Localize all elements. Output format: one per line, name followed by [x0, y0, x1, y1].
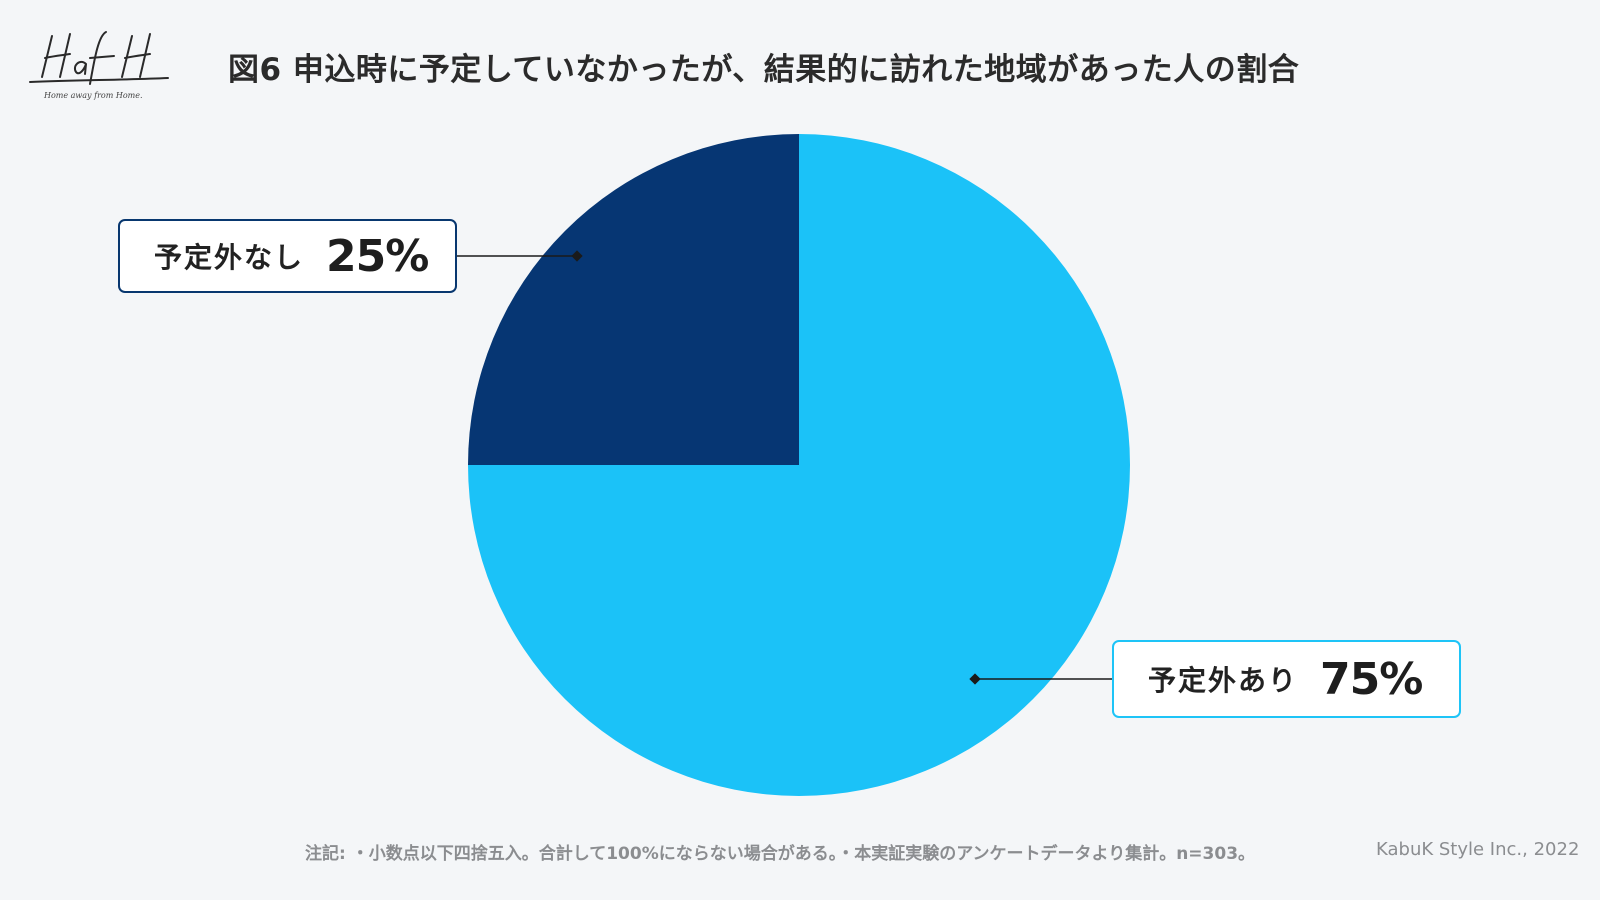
callout-unplanned: 予定外あり 75%	[1112, 640, 1461, 718]
pie-slice-no-unplanned	[468, 134, 799, 465]
leader-marker	[571, 250, 583, 262]
logo-tagline: Home away from Home.	[43, 91, 143, 100]
slice-label: 予定外なし	[154, 241, 305, 274]
credit: KabuK Style Inc., 2022	[1376, 839, 1580, 860]
slice-value-label: 25%	[326, 230, 429, 282]
footnote: 注記: ・小数点以下四捨五入。合計して100%にならない場合がある。・本実証実験…	[305, 844, 1256, 864]
hafh-logo: Home away from Home.	[24, 22, 174, 106]
callout-no-unplanned: 予定外なし 25%	[118, 219, 457, 293]
leader-marker	[969, 673, 981, 685]
slice-label: 予定外あり	[1148, 664, 1299, 697]
pie-slice-unplanned	[468, 134, 1130, 796]
chart-title: 図6 申込時に予定していなかったが、結果的に訪れた地域があった人の割合	[228, 52, 1300, 88]
slice-value-label: 75%	[1320, 653, 1423, 705]
